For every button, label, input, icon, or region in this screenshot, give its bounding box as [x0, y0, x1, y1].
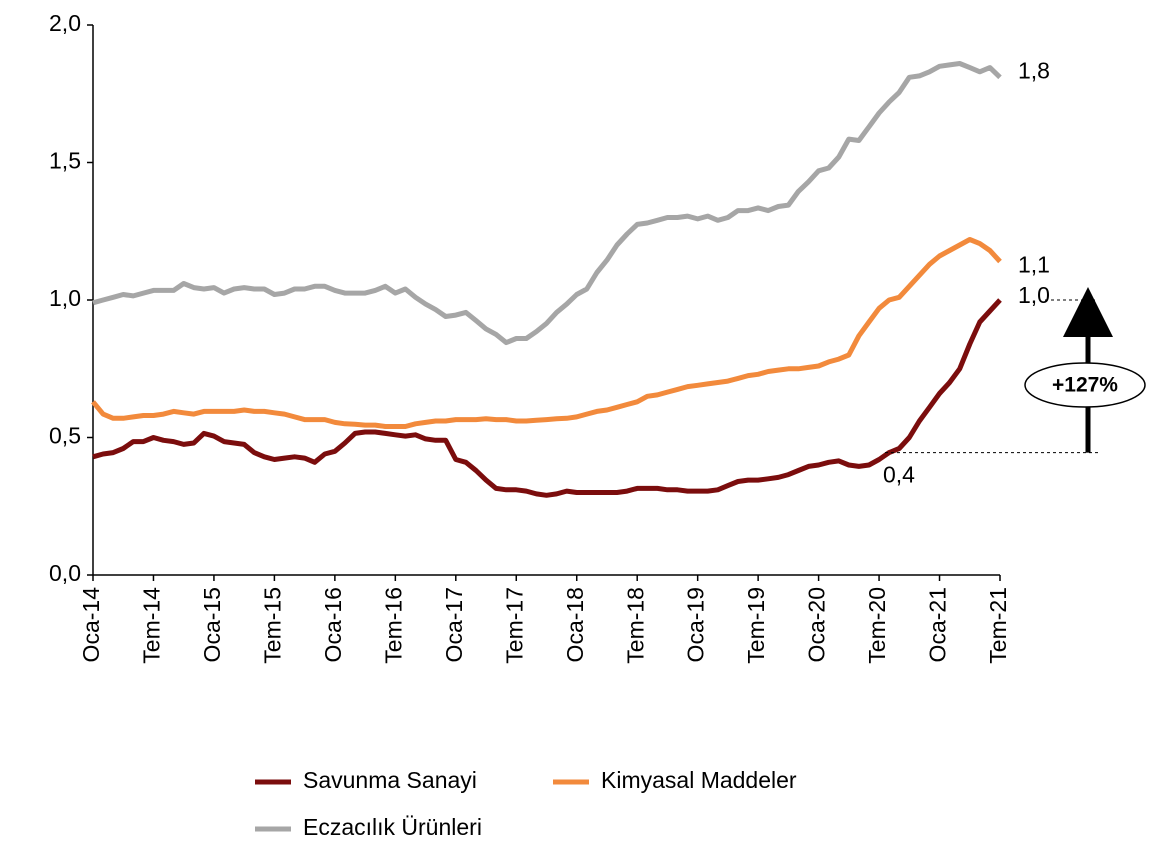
x-tick-label: Oca-16: [320, 587, 346, 662]
x-tick-label: Tem-21: [985, 587, 1011, 664]
x-tick-label: Tem-15: [259, 587, 285, 664]
y-tick-label: 0,5: [49, 423, 81, 449]
end-label: 1,1: [1018, 252, 1050, 278]
base-label: 0,4: [883, 462, 915, 488]
x-tick-label: Tem-17: [501, 587, 527, 664]
y-tick-label: 1,0: [49, 285, 81, 311]
x-tick-label: Tem-18: [622, 587, 648, 664]
growth-label: +127%: [1052, 374, 1118, 397]
x-tick-label: Tem-20: [864, 587, 890, 664]
y-tick-label: 1,5: [49, 148, 81, 174]
x-tick-label: Oca-19: [683, 587, 709, 662]
y-tick-label: 2,0: [49, 10, 81, 36]
end-label: 1,0: [1018, 282, 1050, 308]
series-line: [92, 61, 1002, 346]
x-tick-label: Oca-20: [804, 587, 830, 662]
y-tick-label: 0,0: [49, 560, 81, 586]
series-line: [91, 237, 1002, 429]
x-tick-label: Oca-15: [199, 587, 225, 662]
x-tick-label: Oca-21: [925, 587, 951, 662]
x-tick-label: Oca-14: [78, 587, 104, 663]
x-tick-label: Tem-16: [380, 587, 406, 664]
legend-label: Savunma Sanayi: [303, 767, 477, 793]
end-label: 1,8: [1018, 57, 1050, 83]
series-line: [92, 298, 1002, 498]
legend-label: Eczacılık Ürünleri: [303, 814, 482, 840]
x-tick-label: Tem-19: [743, 587, 769, 664]
x-tick-label: Oca-18: [562, 587, 588, 662]
x-tick-label: Oca-17: [441, 587, 467, 662]
legend-label: Kimyasal Maddeler: [601, 767, 797, 793]
x-tick-label: Tem-14: [139, 587, 165, 664]
growth-badge: [1024, 362, 1146, 408]
